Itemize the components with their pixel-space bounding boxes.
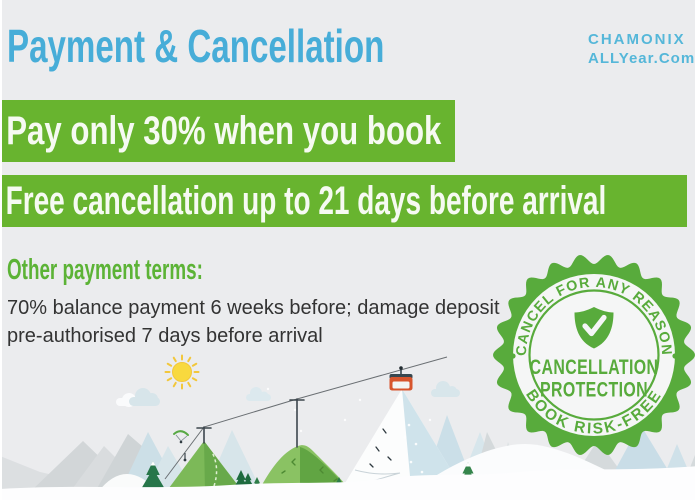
- right-white-border: [695, 0, 700, 500]
- chairlift-rider: [183, 453, 187, 462]
- snowflakes: [266, 387, 432, 433]
- snow-ground: [0, 466, 700, 500]
- badge-left-dot: [510, 353, 516, 359]
- badge-cancellation-label: CANCELLATION: [530, 356, 659, 380]
- skier-marks: [369, 428, 392, 468]
- banner-pay-30-percent: Pay only 30% when you book: [0, 100, 455, 162]
- badge-inner-circle: [528, 289, 660, 421]
- gondola-icon: [389, 366, 413, 391]
- payment-terms-line1: 70% balance payment 6 weeks before; dama…: [7, 297, 500, 319]
- left-white-border: [0, 0, 2, 500]
- paraglider-icon: [173, 430, 189, 444]
- shield-check-icon: [574, 307, 614, 349]
- cancellation-protection-badge: CANCEL FOR ANY REASON CANCELLATION PROTE…: [493, 254, 695, 456]
- badge-protection-label: PROTECTION: [540, 378, 648, 402]
- banner-free-cancellation: Free cancellation up to 21 days before a…: [0, 175, 687, 227]
- brand-logo: CHAMONIX ALLYear.Com: [588, 30, 695, 68]
- badge-center-text: CANCELLATION PROTECTION: [530, 356, 659, 402]
- page-title: Payment & Cancellation: [7, 20, 385, 72]
- badge-inner-face: [513, 274, 675, 436]
- other-payment-terms-heading: Other payment terms:: [7, 254, 203, 286]
- brand-logo-line2: ALLYear.Com: [588, 50, 696, 67]
- brand-logo-line1: CHAMONIX: [588, 31, 686, 48]
- sun-icon: [164, 354, 200, 390]
- badge-right-dot: [672, 353, 678, 359]
- ski-lift-icon: [164, 356, 448, 480]
- payment-terms-line2: pre-authorised 7 days before arrival: [7, 325, 323, 347]
- payment-terms-text: 70% balance payment 6 weeks before; dama…: [7, 294, 500, 350]
- green-hill: [166, 441, 243, 492]
